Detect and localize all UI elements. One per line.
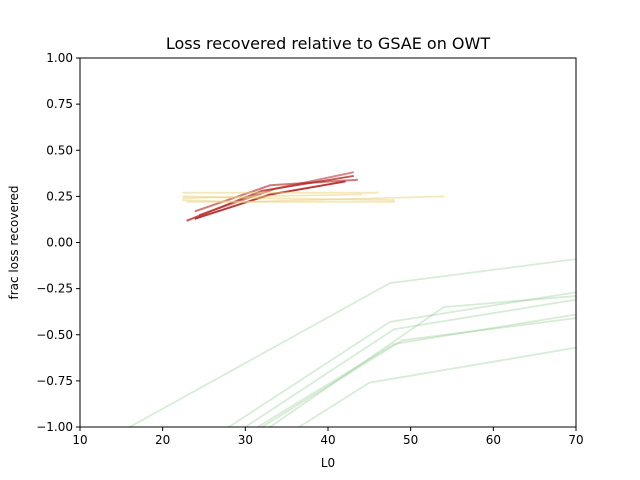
y-tick-label: −0.50 bbox=[36, 328, 73, 342]
x-tick-label: 30 bbox=[238, 433, 253, 447]
series-line-green-12 bbox=[244, 298, 578, 429]
series-line-green-10 bbox=[128, 258, 578, 429]
series-line-yellow-9 bbox=[182, 193, 363, 200]
series-line-red-1 bbox=[194, 180, 346, 220]
y-tick-label: 1.00 bbox=[46, 51, 73, 65]
series-line-green-14 bbox=[268, 295, 577, 429]
y-tick-label: −1.00 bbox=[36, 420, 73, 434]
x-axis-label: L0 bbox=[321, 456, 335, 470]
y-tick-label: −0.25 bbox=[36, 282, 73, 296]
plot-lines bbox=[128, 171, 578, 429]
y-tick-label: 0.00 bbox=[46, 236, 73, 250]
y-axis-ticks: −1.00 −0.75 −0.50 −0.25 0.00 0.25 0.50 0.75 1.00 bbox=[36, 51, 80, 434]
x-tick-label: 60 bbox=[486, 433, 501, 447]
x-tick-label: 10 bbox=[72, 433, 87, 447]
series-line-green-15 bbox=[260, 317, 578, 429]
series-line-green-11 bbox=[227, 291, 578, 429]
x-axis-ticks: 10 20 30 40 50 60 70 bbox=[72, 427, 584, 447]
chart-title: Loss recovered relative to GSAE on OWT bbox=[166, 34, 490, 53]
series-line-green-16 bbox=[297, 346, 578, 429]
y-axis-label: frac loss recovered bbox=[7, 185, 21, 299]
y-tick-label: 0.25 bbox=[46, 189, 73, 203]
x-tick-label: 50 bbox=[403, 433, 418, 447]
x-tick-label: 20 bbox=[155, 433, 170, 447]
y-tick-label: 0.75 bbox=[46, 97, 73, 111]
series-line-green-13 bbox=[256, 313, 578, 429]
x-tick-label: 40 bbox=[320, 433, 335, 447]
y-tick-label: 0.50 bbox=[46, 143, 73, 157]
series-line-red-4 bbox=[198, 171, 354, 217]
y-tick-label: −0.75 bbox=[36, 374, 73, 388]
x-tick-label: 70 bbox=[568, 433, 583, 447]
